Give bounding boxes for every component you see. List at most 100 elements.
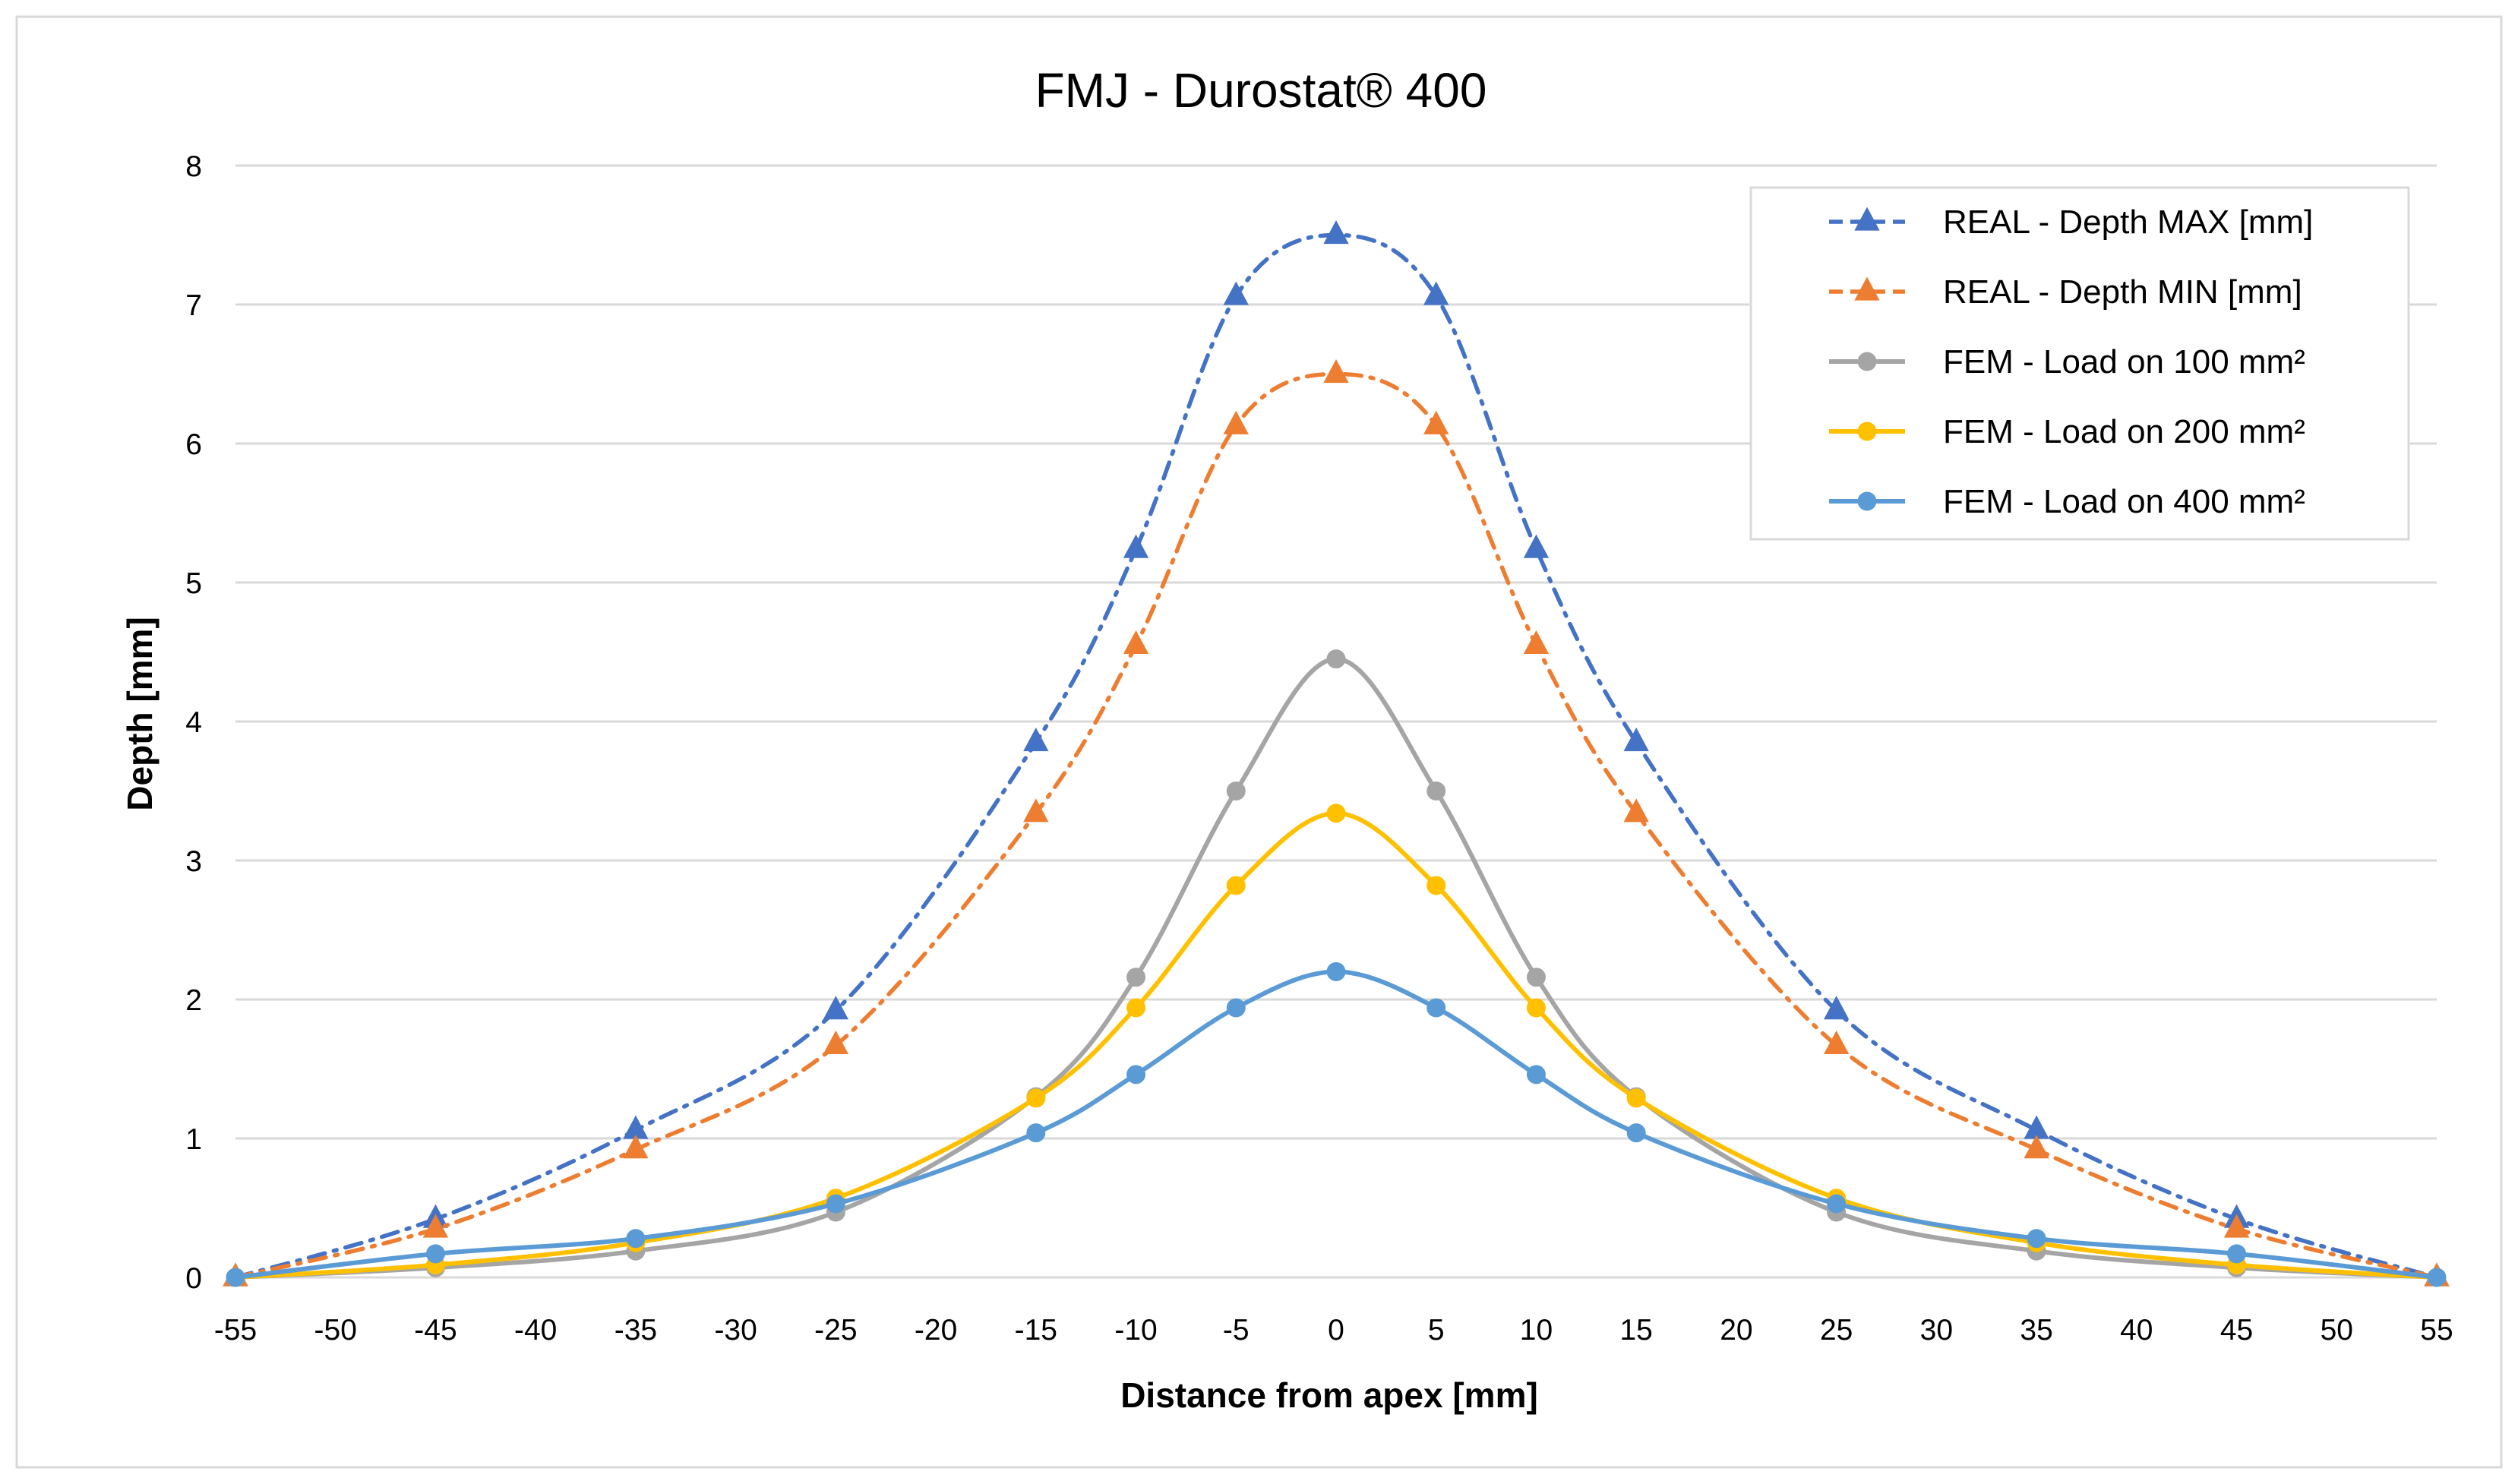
y-tick-label: 0 — [185, 1262, 202, 1295]
data-point — [1123, 534, 1149, 558]
chart-title: FMJ - Durostat® 400 — [1035, 63, 1487, 118]
y-tick-label: 6 — [185, 428, 202, 461]
data-point — [1226, 998, 1246, 1018]
x-tick-label: -20 — [915, 1314, 957, 1347]
legend-marker — [1854, 276, 1880, 301]
y-tick-label: 1 — [185, 1123, 202, 1156]
data-point — [1026, 1123, 1046, 1143]
data-point — [823, 996, 849, 1020]
x-tick-label: 55 — [2420, 1314, 2453, 1347]
data-point — [226, 1268, 245, 1287]
data-point — [422, 1214, 449, 1238]
legend-label: REAL - Depth MIN [mm] — [1943, 273, 2302, 311]
data-point — [1326, 804, 1346, 823]
data-point — [1526, 968, 1546, 987]
y-tick-label: 4 — [185, 706, 202, 739]
legend-label: REAL - Depth MAX [mm] — [1943, 204, 2313, 241]
x-tick-label: 15 — [1619, 1314, 1652, 1347]
x-tick-label: 50 — [2321, 1314, 2353, 1347]
data-point — [1626, 1088, 1646, 1108]
legend-entry: REAL - Depth MIN [mm] — [1829, 273, 2302, 311]
y-axis-title: Depth [mm] — [120, 617, 160, 811]
data-point — [1023, 727, 1049, 752]
x-tick-label: 25 — [1820, 1314, 1853, 1347]
legend: REAL - Depth MAX [mm] REAL - Depth MIN [m… — [1749, 186, 2410, 541]
data-point — [823, 1030, 849, 1055]
data-point — [623, 1135, 649, 1159]
x-tick-label: -5 — [1223, 1314, 1250, 1347]
legend-marker — [1857, 491, 1877, 511]
y-axis-tick-labels: 0 1 2 3 4 5 6 7 8 — [185, 150, 202, 1295]
data-point — [1423, 281, 1449, 305]
data-point — [1223, 281, 1249, 305]
legend-marker — [1857, 352, 1877, 371]
x-tick-label: 20 — [1720, 1314, 1752, 1347]
x-tick-label: -40 — [514, 1314, 557, 1347]
series-2 — [223, 359, 2450, 1287]
data-point — [1426, 781, 1446, 800]
data-point — [1326, 961, 1346, 981]
y-tick-label: 7 — [185, 289, 202, 322]
data-point — [1123, 630, 1149, 654]
plot-area-series — [223, 220, 2450, 1287]
x-axis-tick-labels: -55 -50 -45 -40 -35 -30 -25 -20 -15 -10 -5 0 5 10 15 20… — [214, 1314, 2453, 1347]
data-point — [2027, 1229, 2046, 1249]
data-point — [1126, 1065, 1146, 1085]
x-axis-title: Distance from apex [mm] — [1120, 1375, 1538, 1415]
legend-marker — [1854, 207, 1880, 231]
data-point — [2427, 1268, 2447, 1287]
data-point — [1126, 968, 1146, 987]
x-tick-label: -25 — [814, 1314, 857, 1347]
y-tick-label: 3 — [185, 845, 202, 878]
x-tick-label: -10 — [1114, 1314, 1157, 1347]
data-point — [1526, 998, 1546, 1018]
x-tick-label: 35 — [2020, 1314, 2052, 1347]
x-tick-label: -15 — [1015, 1314, 1057, 1347]
data-point — [1623, 727, 1649, 752]
data-point — [1226, 781, 1246, 800]
data-point — [1226, 876, 1246, 895]
legend-entry: FEM - Load on 200 mm² — [1829, 413, 2305, 450]
data-point — [1523, 630, 1550, 654]
data-point — [2223, 1214, 2250, 1238]
data-point — [1223, 410, 1249, 434]
data-point — [1526, 1065, 1546, 1085]
series-5 — [226, 961, 2447, 1287]
data-point — [1523, 534, 1550, 558]
legend-entry: FEM - Load on 400 mm² — [1829, 483, 2305, 520]
data-point — [1423, 410, 1449, 434]
y-tick-label: 5 — [185, 567, 202, 600]
data-point — [2227, 1244, 2247, 1264]
x-tick-label: 10 — [1520, 1314, 1553, 1347]
x-tick-label: -35 — [614, 1314, 657, 1347]
x-tick-label: 40 — [2120, 1314, 2153, 1347]
x-tick-label: -55 — [214, 1314, 257, 1347]
x-tick-label: 45 — [2220, 1314, 2253, 1347]
data-point — [1626, 1123, 1646, 1143]
data-point — [1827, 1194, 1847, 1214]
legend-entry: FEM - Load on 100 mm² — [1829, 343, 2305, 380]
x-tick-label: -30 — [714, 1314, 757, 1347]
legend-entry: REAL - Depth MAX [mm] — [1829, 204, 2313, 241]
y-tick-label: 8 — [185, 150, 202, 183]
data-point — [826, 1194, 845, 1214]
data-point — [1323, 220, 1349, 245]
legend-label: FEM - Load on 100 mm² — [1943, 343, 2305, 380]
data-point — [1023, 798, 1049, 823]
data-point — [1823, 1030, 1850, 1055]
data-point — [626, 1229, 646, 1249]
y-tick-label: 2 — [185, 984, 202, 1017]
data-point — [1823, 996, 1850, 1020]
data-point — [1026, 1088, 1046, 1108]
data-point — [1426, 876, 1446, 895]
data-point — [1323, 359, 1349, 384]
data-point — [425, 1244, 445, 1264]
legend-label: FEM - Load on 200 mm² — [1943, 413, 2305, 450]
x-tick-label: 5 — [1428, 1314, 1445, 1347]
data-point — [1326, 649, 1346, 669]
data-point — [2024, 1135, 2049, 1159]
x-tick-label: 30 — [1920, 1314, 1953, 1347]
data-point — [1126, 998, 1146, 1018]
x-tick-label: -45 — [414, 1314, 457, 1347]
